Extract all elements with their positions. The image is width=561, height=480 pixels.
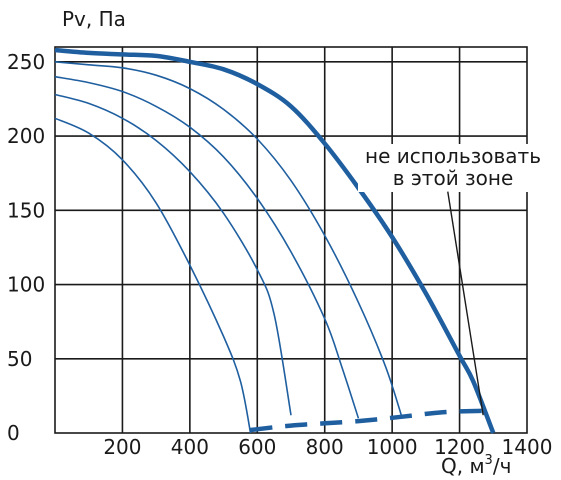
series-line-4 [54, 93, 292, 416]
x-tick-label-600: 600 [238, 435, 276, 459]
y-tick-label-50: 50 [7, 347, 32, 371]
y-axis-title: Pv, Па [62, 7, 126, 31]
series-line-1 [54, 47, 496, 434]
x-axis-title-main: Q, м [441, 454, 485, 478]
tick-labels: 200 400 600 800 1000 1200 1400 0 50 100 150 200 250 [7, 50, 552, 459]
x-tick-label-400: 400 [171, 435, 209, 459]
plot-frame [54, 46, 528, 434]
series-line-2 [54, 61, 404, 419]
y-tick-label-100: 100 [7, 273, 45, 297]
x-tick-label-1400: 1400 [502, 435, 553, 459]
series-line-6 [250, 408, 487, 433]
x-tick-label-1000: 1000 [367, 435, 418, 459]
y-tick-label-0: 0 [7, 421, 20, 445]
y-tick-label-250: 250 [7, 50, 45, 74]
series-layer [54, 47, 496, 434]
x-axis-title-sup: 3 [485, 453, 493, 468]
series-line-3 [54, 75, 360, 419]
x-tick-label-800: 800 [306, 435, 344, 459]
y-tick-label-200: 200 [7, 124, 45, 148]
x-tick-label-200: 200 [103, 435, 141, 459]
y-tick-label-150: 150 [7, 198, 45, 222]
series-line-5 [54, 117, 252, 434]
annotation-text-line-1: не использовать [365, 144, 541, 168]
x-axis-title-tail: /ч [493, 454, 512, 478]
annotation-text-line-2: в этой зоне [393, 166, 514, 190]
x-tick-label-1200: 1200 [434, 435, 485, 459]
annotation-pointer-line [447, 191, 484, 416]
x-axis-title: Q, м3/ч [441, 453, 511, 478]
annotation-background [358, 144, 548, 192]
